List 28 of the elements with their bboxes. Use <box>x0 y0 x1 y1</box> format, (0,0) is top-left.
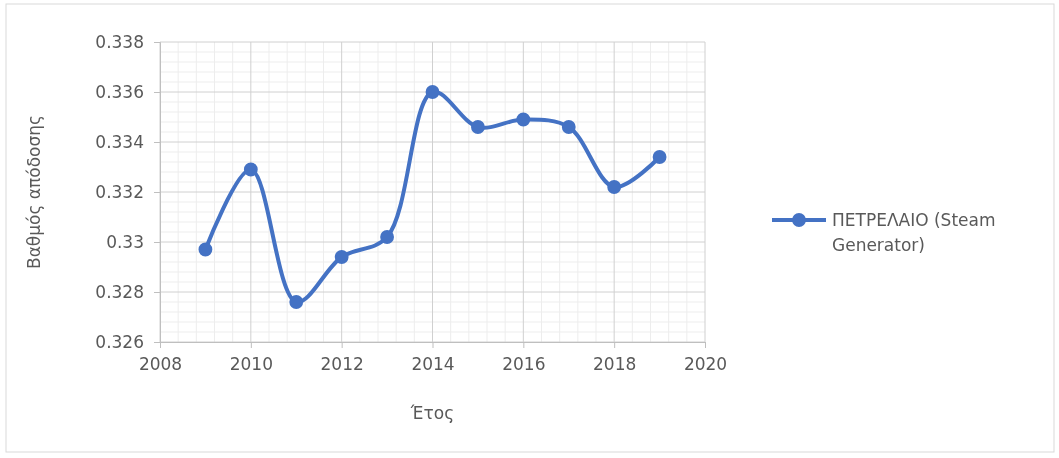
y-tick-label: 0.338 <box>95 31 144 52</box>
x-tick-label: 2010 <box>229 353 273 374</box>
point <box>607 180 622 194</box>
x-tick-label: 2014 <box>411 353 455 374</box>
point <box>289 295 304 309</box>
y-tick-label: 0.33 <box>106 231 144 252</box>
point <box>561 120 576 134</box>
x-tick-label: 2008 <box>138 353 183 374</box>
point <box>243 162 258 177</box>
x-tick-label: 2020 <box>683 353 728 374</box>
x-tick-label: 2016 <box>502 353 546 374</box>
point <box>380 230 394 244</box>
y-tick-label: 0.334 <box>95 131 144 152</box>
legend-label: ΠΕΤΡΕΛΑΙΟ (Steam Generator) <box>832 210 996 255</box>
point <box>425 85 440 99</box>
point <box>198 242 213 257</box>
x-tick-label: 2018 <box>593 353 637 374</box>
y-tick-label: 0.328 <box>95 281 144 302</box>
point <box>652 150 667 164</box>
x-axis-title: Έτος <box>409 403 455 423</box>
y-tick-label: 0.326 <box>95 331 144 352</box>
x-tick-label: 2012 <box>320 353 364 374</box>
point <box>471 120 485 134</box>
y-axis-title: Βαθμός απόδοσης <box>24 114 44 270</box>
point <box>334 250 349 264</box>
y-tick-label: 0.332 <box>95 181 144 202</box>
y-tick-label: 0.336 <box>95 81 144 102</box>
point <box>516 112 531 127</box>
